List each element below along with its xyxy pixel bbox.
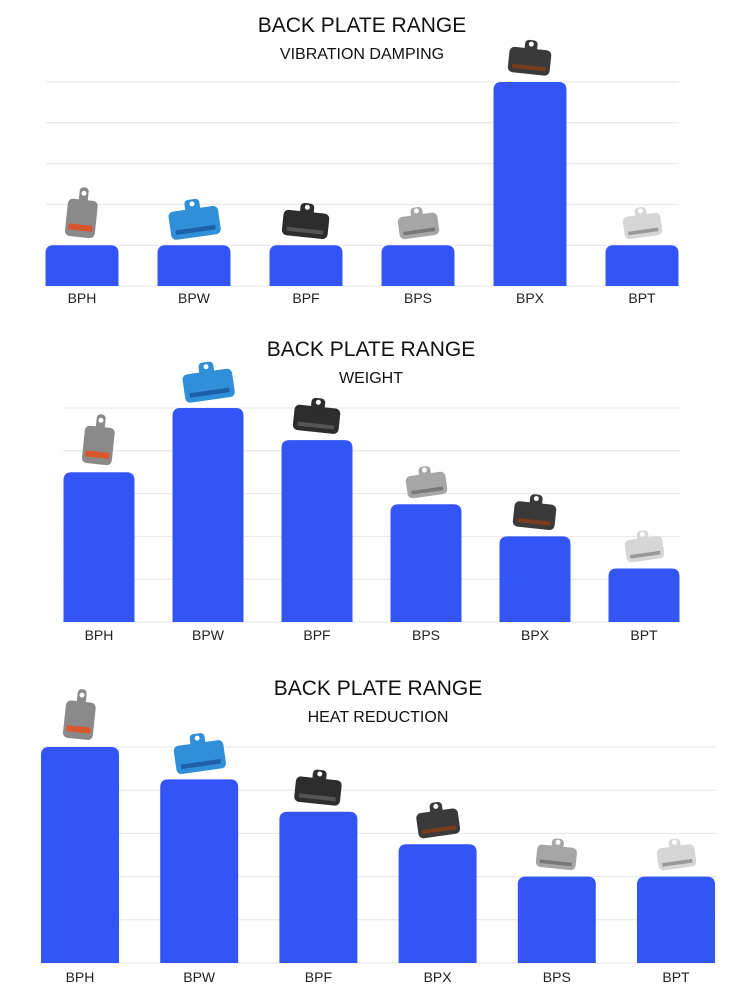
- bar-bpt: [605, 245, 679, 286]
- x-tick-label: BPH: [85, 627, 114, 643]
- x-tick-label: BPT: [630, 627, 658, 643]
- x-tick-label: BPW: [178, 290, 211, 306]
- x-tick-label: BPS: [543, 969, 571, 985]
- bph-pad-image: [62, 689, 96, 740]
- bpx-pad-image: [416, 802, 461, 839]
- bar-bpx: [493, 82, 567, 286]
- bar-bpx: [499, 536, 571, 622]
- bar-bpf: [269, 245, 343, 286]
- bpx-pad-image: [507, 39, 552, 76]
- bar-bpt: [637, 876, 715, 963]
- bar-bps: [517, 876, 596, 963]
- chart-title: BACK PLATE RANGE: [258, 14, 467, 37]
- bar-bpx: [398, 844, 477, 963]
- bps-pad-image: [405, 466, 448, 499]
- bpt-pad-image: [624, 530, 665, 563]
- bar-bpf: [279, 811, 358, 963]
- bar-bps: [381, 245, 455, 286]
- bar-bpw: [157, 245, 231, 286]
- bph-pad-image: [81, 414, 115, 466]
- bpf-pad-image: [281, 202, 330, 240]
- x-tick-label: BPX: [516, 290, 545, 306]
- x-tick-label: BPF: [303, 627, 330, 643]
- bpw-pad-image: [182, 361, 235, 403]
- bar-bpf: [281, 440, 353, 622]
- chart-subtitle: VIBRATION DAMPING: [280, 46, 444, 63]
- bps-pad-image: [397, 207, 440, 240]
- bps-pad-image: [535, 838, 577, 871]
- x-tick-label: BPH: [66, 969, 95, 985]
- bpt-pad-image: [656, 838, 697, 871]
- bar-bpw: [160, 779, 239, 963]
- chart-title: BACK PLATE RANGE: [274, 677, 483, 700]
- chart-vibration-damping: BACK PLATE RANGE VIBRATION DAMPING BPH BP…: [45, 14, 679, 306]
- bar-bph: [63, 472, 135, 622]
- bpf-pad-image: [292, 397, 341, 434]
- bpt-pad-image: [622, 207, 663, 240]
- chart-title: BACK PLATE RANGE: [267, 338, 476, 361]
- bar-bpw: [172, 408, 244, 622]
- x-tick-label: BPS: [404, 290, 432, 306]
- x-tick-label: BPH: [68, 290, 97, 306]
- x-tick-label: BPT: [628, 290, 656, 306]
- chart-subtitle: WEIGHT: [339, 370, 403, 387]
- x-tick-label: BPW: [183, 969, 216, 985]
- x-tick-label: BPW: [192, 627, 225, 643]
- x-tick-label: BPX: [521, 627, 550, 643]
- bpw-pad-image: [168, 198, 221, 240]
- bar-bph: [41, 747, 119, 963]
- bph-pad-image: [64, 187, 98, 239]
- bpw-pad-image: [173, 733, 226, 775]
- chart-subtitle: HEAT REDUCTION: [308, 709, 449, 726]
- x-tick-label: BPX: [424, 969, 453, 985]
- chart-heat-reduction: BACK PLATE RANGE HEAT REDUCTION BPH BPW BP…: [41, 677, 716, 985]
- x-tick-label: BPF: [305, 969, 332, 985]
- bar-bpt: [608, 568, 680, 622]
- chart-weight: BACK PLATE RANGE WEIGHT BPH BPW BPF BPS BPX B…: [63, 338, 680, 643]
- bpx-pad-image: [512, 494, 557, 531]
- bpf-pad-image: [294, 769, 342, 806]
- bar-bph: [45, 245, 119, 286]
- bar-bps: [390, 504, 462, 622]
- x-tick-label: BPF: [292, 290, 319, 306]
- x-tick-label: BPT: [662, 969, 690, 985]
- x-tick-label: BPS: [412, 627, 440, 643]
